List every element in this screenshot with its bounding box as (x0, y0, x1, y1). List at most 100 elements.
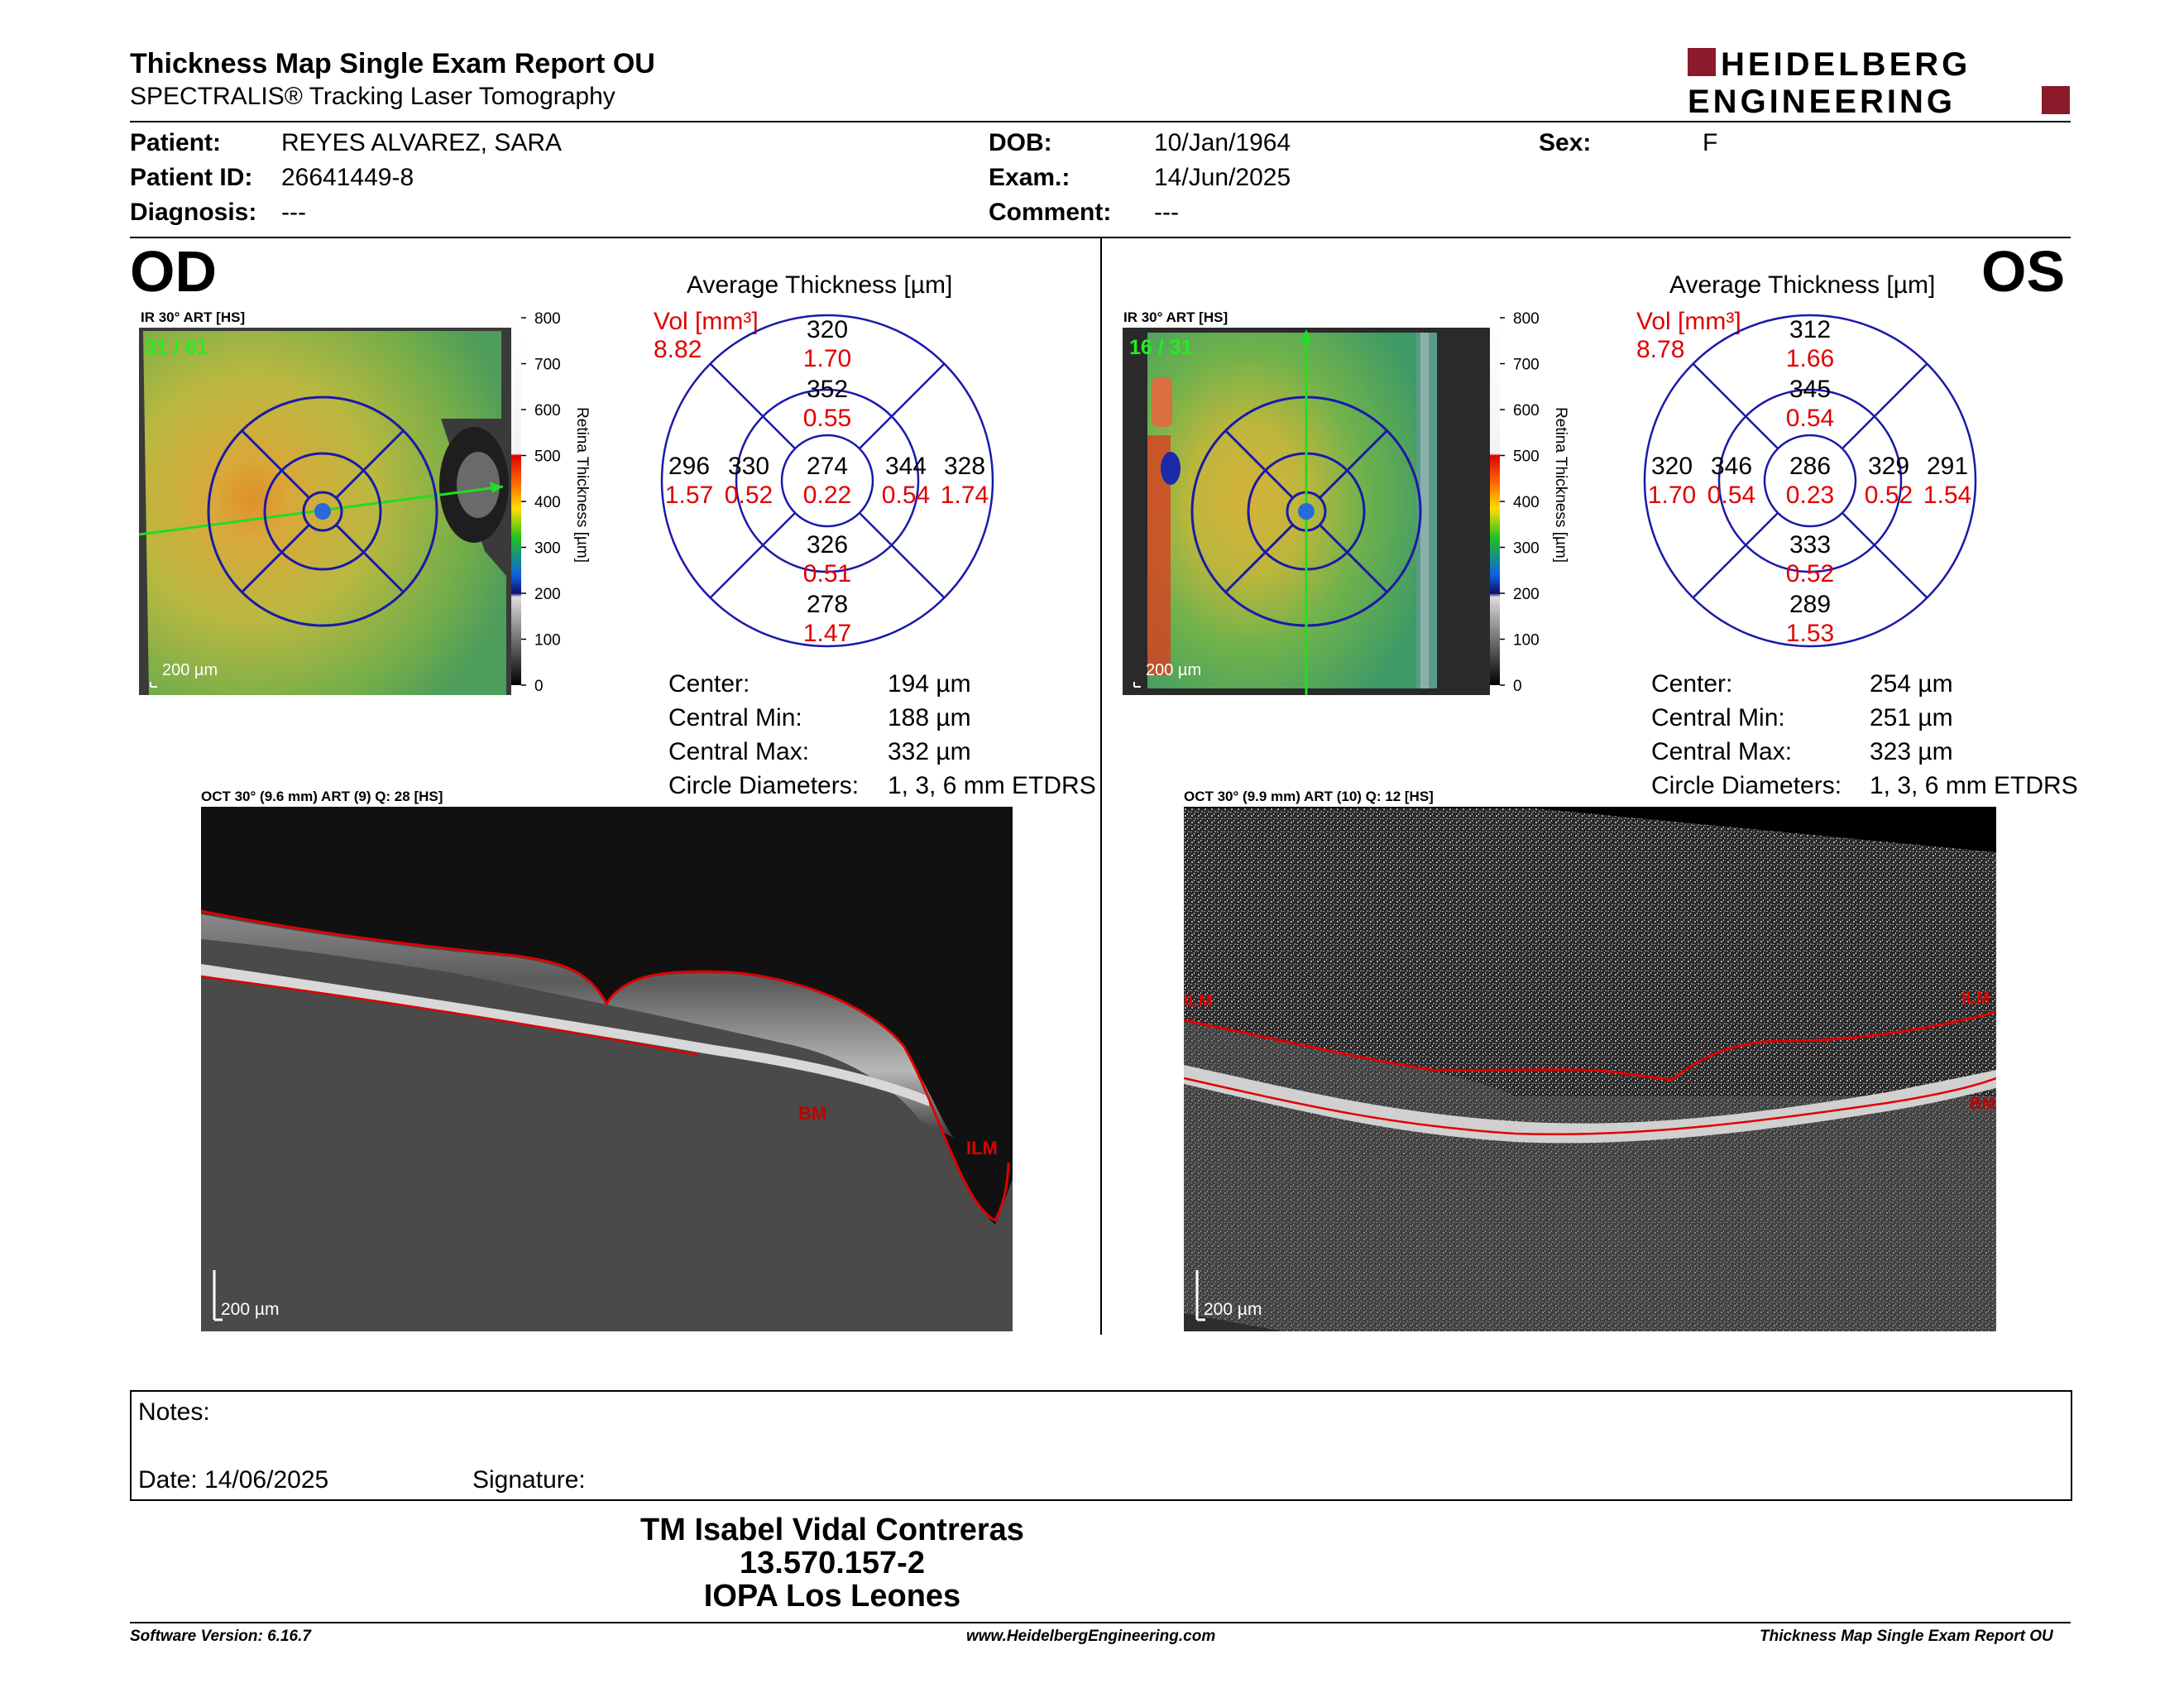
eye-label-os: OS (1981, 239, 2066, 304)
dob-value: 10/Jan/1964 (1154, 129, 1291, 156)
os-vol-value: 8.78 (1636, 336, 1685, 363)
os-stat-max-label: Central Max: (1651, 738, 1793, 765)
signature-name: TM Isabel Vidal Contreras (640, 1513, 1024, 1547)
comment-label: Comment: (989, 199, 1112, 226)
od-outer-inferior-thickness: 278 (807, 591, 848, 618)
os-ilm-right-label: ILM (1961, 989, 1990, 1007)
od-outer-superior-thickness: 320 (807, 316, 848, 343)
os-outer-nasal-volume: 1.70 (1648, 482, 1696, 509)
od-stat-max-value: 332 µm (888, 738, 971, 765)
os-outer-temporal-thickness: 291 (1927, 453, 1968, 480)
report-title: Thickness Map Single Exam Report OU (130, 48, 655, 79)
od-colorbar: 800 700 600 500 400 300 200 100 0 Retina Thickne… (511, 310, 591, 695)
os-stat-min-label: Central Min: (1651, 704, 1785, 731)
od-frame-counter: 31 / 61 (145, 336, 208, 359)
od-inner-temporal-volume: 0.52 (725, 482, 773, 509)
os-stat-diam-value: 1, 3, 6 mm ETDRS (1870, 772, 2078, 799)
os-thickness-map: 16 / 31 200 µm (1123, 328, 1490, 695)
od-stat-min-value: 188 µm (888, 704, 971, 731)
os-oct-title: OCT 30° (9.9 mm) ART (10) Q: 12 [HS] (1184, 789, 1434, 804)
od-outer-temporal-volume: 1.57 (665, 482, 713, 509)
od-outer-nasal-thickness: 328 (944, 453, 985, 480)
od-vol-value: 8.82 (654, 336, 702, 363)
od-stat-diam-value: 1, 3, 6 mm ETDRS (888, 772, 1096, 799)
od-inner-nasal-volume: 0.54 (882, 482, 930, 509)
os-vol-label: Vol [mm³] (1636, 308, 1741, 335)
od-colorbar-tick-label: 0 (534, 678, 544, 695)
os-stat-center-label: Center: (1651, 670, 1733, 698)
od-stat-center-value: 194 µm (888, 670, 971, 698)
os-colorbar-tick-label: 600 (1513, 402, 1540, 420)
notes-signature-label: Signature: (472, 1466, 586, 1494)
od-thickness-map: 31 / 61 200 µm (139, 328, 511, 695)
notes-label: Notes: (138, 1398, 210, 1426)
od-oct-scale: 200 µm (221, 1300, 279, 1319)
os-colorbar-label: Retina Thickness [µm] (1552, 407, 1569, 563)
diagnosis-value: --- (281, 199, 306, 226)
od-inner-superior-volume: 0.55 (803, 405, 851, 432)
patient-divider (130, 237, 2071, 238)
os-inner-nasal-volume: 0.54 (1707, 482, 1755, 509)
footer-url[interactable]: www.HeidelbergEngineering.com (966, 1628, 1216, 1645)
od-colorbar-tick-label: 300 (534, 540, 561, 558)
os-colorbar-tick-label: 400 (1513, 494, 1540, 511)
os-colorbar: 800 700 600 500 400 300 200 100 0 Retina Thickne… (1490, 310, 1569, 695)
diagnosis-label: Diagnosis: (130, 199, 257, 226)
os-average-title: Average Thickness [µm] (1669, 271, 1936, 299)
od-colorbar-tick-label: 400 (534, 494, 561, 511)
signature-id: 13.570.157-2 (740, 1546, 925, 1580)
os-colorbar-tick-label: 200 (1513, 586, 1540, 603)
comment-value: --- (1154, 199, 1179, 226)
exam-value: 14/Jun/2025 (1154, 164, 1291, 191)
os-center-thickness: 286 (1789, 453, 1831, 480)
footer-divider (130, 1622, 2071, 1623)
os-colorbar-tick-label: 500 (1513, 448, 1540, 466)
od-os-divider (1100, 238, 1102, 1335)
dob-label: DOB: (989, 129, 1052, 156)
od-stat-min-label: Central Min: (668, 704, 802, 731)
od-colorbar-tick-label: 600 (534, 402, 561, 420)
od-bm-label: BM (798, 1103, 826, 1124)
od-outer-nasal-volume: 1.74 (941, 482, 989, 509)
os-inner-nasal-thickness: 346 (1711, 453, 1752, 480)
od-colorbar-label: Retina Thickness [µm] (573, 407, 591, 563)
patient-id: 26641449-8 (281, 164, 414, 191)
footer-report: Thickness Map Single Exam Report OU (1760, 1628, 2053, 1645)
os-center-volume: 0.23 (1786, 482, 1834, 509)
os-ir-scale: 200 µm (1146, 661, 1201, 679)
os-inner-temporal-thickness: 329 (1868, 453, 1909, 480)
os-colorbar-tick-label: 700 (1513, 357, 1540, 374)
od-ilm-label: ILM (966, 1138, 998, 1158)
os-bm-label: BM (1970, 1095, 1995, 1113)
od-colorbar-tick-label: 500 (534, 448, 561, 466)
od-ir-title: IR 30° ART [HS] (141, 309, 246, 325)
notes-box: Notes: Date: 14/06/2025 Signature: (130, 1390, 2072, 1501)
header-divider (130, 121, 2071, 122)
os-inner-inferior-volume: 0.52 (1786, 560, 1834, 587)
od-stat-max-label: Central Max: (668, 738, 810, 765)
os-outer-nasal-thickness: 320 (1651, 453, 1693, 480)
patient-id-label: Patient ID: (130, 164, 253, 191)
od-inner-temporal-thickness: 330 (728, 453, 769, 480)
od-oct-scan: BM ILM 200 µm (201, 807, 1013, 1331)
os-inner-inferior-thickness: 333 (1789, 531, 1831, 559)
os-ir-title: IR 30° ART [HS] (1123, 309, 1228, 325)
od-inner-nasal-thickness: 344 (885, 453, 927, 480)
od-stat-center-label: Center: (668, 670, 750, 698)
od-etdrs-grid: 320 1.70 352 0.55 296 1.57 330 0.52 274 … (660, 314, 994, 648)
notes-date: Date: 14/06/2025 (138, 1466, 329, 1494)
os-outer-inferior-volume: 1.53 (1786, 620, 1834, 647)
od-colorbar-tick-label: 800 (534, 310, 561, 328)
od-vol-label: Vol [mm³] (654, 308, 759, 335)
od-outer-inferior-volume: 1.47 (803, 620, 851, 647)
os-outer-temporal-volume: 1.54 (1923, 482, 1971, 509)
od-colorbar-tick-label: 700 (534, 357, 561, 374)
os-inner-superior-thickness: 345 (1789, 376, 1831, 403)
os-inner-superior-volume: 0.54 (1786, 405, 1834, 432)
os-etdrs-grid: 312 1.66 345 0.54 320 1.70 346 0.54 286 … (1643, 314, 1977, 648)
os-colorbar-tick-label: 100 (1513, 632, 1540, 650)
os-outer-superior-thickness: 312 (1789, 316, 1831, 343)
od-colorbar-tick-label: 100 (534, 632, 561, 650)
os-stat-diam-label: Circle Diameters: (1651, 772, 1842, 799)
os-outer-superior-volume: 1.66 (1786, 345, 1834, 372)
